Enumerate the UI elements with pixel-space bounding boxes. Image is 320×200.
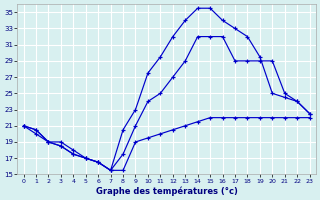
X-axis label: Graphe des températures (°c): Graphe des températures (°c): [96, 186, 237, 196]
